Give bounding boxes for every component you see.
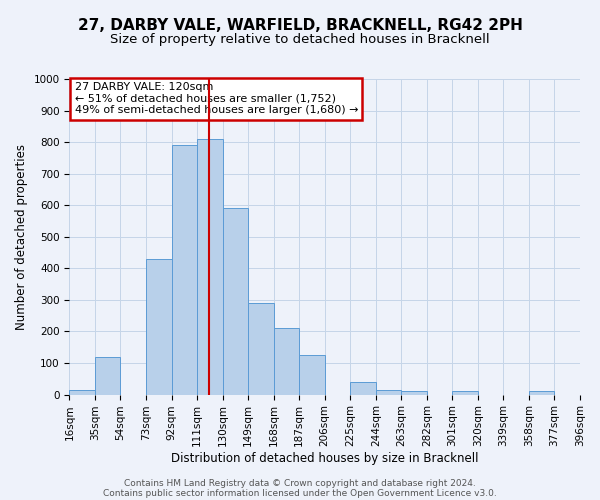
Bar xyxy=(146,259,172,394)
Bar xyxy=(299,355,325,395)
Bar xyxy=(223,208,248,394)
Text: Size of property relative to detached houses in Bracknell: Size of property relative to detached ho… xyxy=(110,32,490,46)
Text: Contains HM Land Registry data © Crown copyright and database right 2024.: Contains HM Land Registry data © Crown c… xyxy=(124,478,476,488)
X-axis label: Distribution of detached houses by size in Bracknell: Distribution of detached houses by size … xyxy=(171,452,478,465)
Bar xyxy=(401,392,427,394)
Bar xyxy=(452,392,478,394)
Text: 27 DARBY VALE: 120sqm
← 51% of detached houses are smaller (1,752)
49% of semi-d: 27 DARBY VALE: 120sqm ← 51% of detached … xyxy=(74,82,358,116)
Bar xyxy=(248,303,274,394)
Bar xyxy=(274,328,299,394)
Bar xyxy=(172,146,197,394)
Bar xyxy=(197,139,223,394)
Bar xyxy=(529,392,554,394)
Bar xyxy=(376,390,401,394)
Bar xyxy=(350,382,376,394)
Text: 27, DARBY VALE, WARFIELD, BRACKNELL, RG42 2PH: 27, DARBY VALE, WARFIELD, BRACKNELL, RG4… xyxy=(77,18,523,32)
Bar xyxy=(95,356,121,395)
Bar xyxy=(70,390,95,394)
Text: Contains public sector information licensed under the Open Government Licence v3: Contains public sector information licen… xyxy=(103,488,497,498)
Y-axis label: Number of detached properties: Number of detached properties xyxy=(15,144,28,330)
